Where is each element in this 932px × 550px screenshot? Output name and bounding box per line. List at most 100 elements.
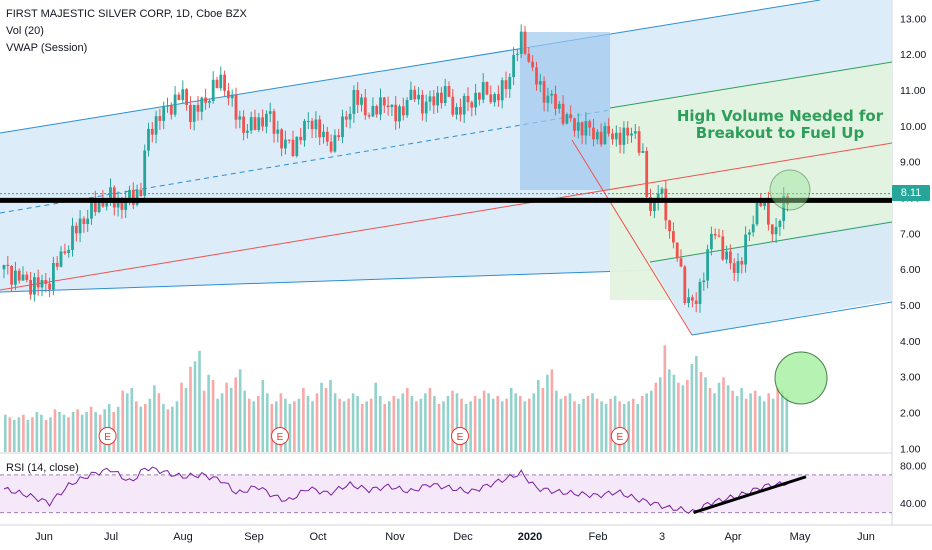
- rsi-legend[interactable]: RSI (14, close): [6, 462, 79, 474]
- candle-body: [500, 80, 504, 101]
- volume-bar: [559, 398, 563, 452]
- breakout-circle: [769, 169, 811, 211]
- candle-body: [268, 111, 272, 114]
- candle-body: [367, 115, 371, 117]
- candle-body: [569, 114, 573, 119]
- volume-bar: [180, 382, 183, 452]
- volume-bar: [636, 404, 639, 452]
- volume-bar: [62, 414, 66, 452]
- volume-bar: [94, 412, 97, 452]
- candle-body: [74, 225, 78, 234]
- volume-bar: [415, 401, 418, 452]
- candle-body: [732, 263, 736, 273]
- volume-legend[interactable]: Vol (20): [6, 25, 44, 37]
- candle-body: [6, 264, 10, 266]
- candle-body: [401, 106, 405, 116]
- candle-body: [470, 102, 474, 108]
- volume-bar: [175, 401, 179, 452]
- time-tick-label: Dec: [453, 531, 473, 543]
- volume-bar: [333, 393, 337, 452]
- volume-bar: [202, 390, 206, 452]
- volume-bar: [211, 380, 215, 452]
- candle-body: [691, 297, 694, 301]
- channel-upper-line: [0, 0, 821, 134]
- earnings-marker: E: [610, 427, 629, 445]
- candle-body: [215, 79, 219, 89]
- volume-bar: [681, 385, 685, 452]
- time-tick-label: 2020: [518, 531, 542, 543]
- candle-body: [382, 97, 386, 106]
- volume-bar: [184, 388, 188, 452]
- candle-body: [744, 234, 747, 265]
- candle-body: [573, 118, 576, 131]
- volume-bar: [71, 412, 75, 452]
- volume-bar: [731, 390, 734, 452]
- volume-bar: [238, 369, 242, 452]
- candle-body: [128, 189, 131, 199]
- volume-bar: [491, 398, 495, 452]
- volume-bar: [360, 404, 364, 452]
- candle-body: [687, 297, 690, 303]
- volume-bar: [500, 401, 504, 452]
- candle-body: [440, 92, 443, 103]
- candle-body: [717, 235, 721, 237]
- volume-bar: [595, 398, 599, 452]
- candle-body: [112, 187, 116, 208]
- volume-bar: [171, 406, 174, 452]
- volume-bar: [406, 388, 409, 452]
- volume-bar: [749, 393, 752, 452]
- volume-bar: [293, 401, 296, 452]
- candle-body: [694, 300, 698, 304]
- volume-bar: [198, 350, 201, 452]
- candle-body: [116, 199, 120, 208]
- volume-bar: [577, 404, 581, 452]
- candle-body: [325, 131, 329, 142]
- volume-bar: [80, 414, 84, 452]
- candle-body: [219, 74, 223, 89]
- volume-bar: [351, 393, 355, 452]
- candle-body: [516, 53, 519, 55]
- price-tick-label: 11.00: [900, 85, 926, 97]
- volume-bar: [225, 382, 228, 452]
- breakout-annotation[interactable]: High Volume Needed for Breakout to Fuel …: [660, 108, 900, 142]
- symbol-legend[interactable]: FIRST MAJESTIC SILVER CORP, 1D, Cboe BZX: [6, 8, 247, 20]
- candle-body: [287, 139, 291, 141]
- candle-body: [90, 199, 93, 219]
- candle-body: [774, 226, 778, 235]
- volume-bar: [722, 377, 725, 452]
- volume-bar: [564, 396, 567, 452]
- candle-body: [189, 105, 192, 122]
- candle-body: [710, 233, 713, 250]
- candle-body: [2, 264, 6, 270]
- candle-body: [322, 131, 325, 138]
- candle-body: [185, 89, 188, 105]
- volume-bar: [189, 366, 192, 452]
- time-tick-label: Aug: [173, 531, 193, 543]
- vwap-legend[interactable]: VWAP (Session): [6, 42, 88, 54]
- candle-body: [143, 150, 147, 196]
- volume-bar: [537, 380, 540, 452]
- candle-body: [48, 283, 51, 290]
- candle-body: [432, 96, 436, 106]
- volume-bar: [631, 398, 635, 452]
- earnings-marker-circle: [451, 427, 469, 445]
- volume-bar: [252, 401, 255, 452]
- candle-body: [363, 97, 367, 116]
- volume-bar: [686, 380, 689, 452]
- volume-bar: [139, 406, 143, 452]
- candle-body: [542, 81, 546, 103]
- candle-body: [584, 121, 588, 136]
- rsi-line: [3, 466, 788, 514]
- candle-body: [565, 114, 569, 124]
- candle-body: [158, 116, 162, 121]
- time-tick-label: Oct: [309, 531, 326, 543]
- candle-body: [535, 67, 538, 85]
- candle-body: [618, 132, 622, 145]
- candle-body: [782, 195, 786, 221]
- candle-body: [603, 126, 607, 145]
- price-tick-label: 1.00: [900, 443, 921, 455]
- volume-bar: [388, 401, 391, 452]
- volume-bar: [699, 372, 703, 452]
- volume-bar: [523, 401, 527, 452]
